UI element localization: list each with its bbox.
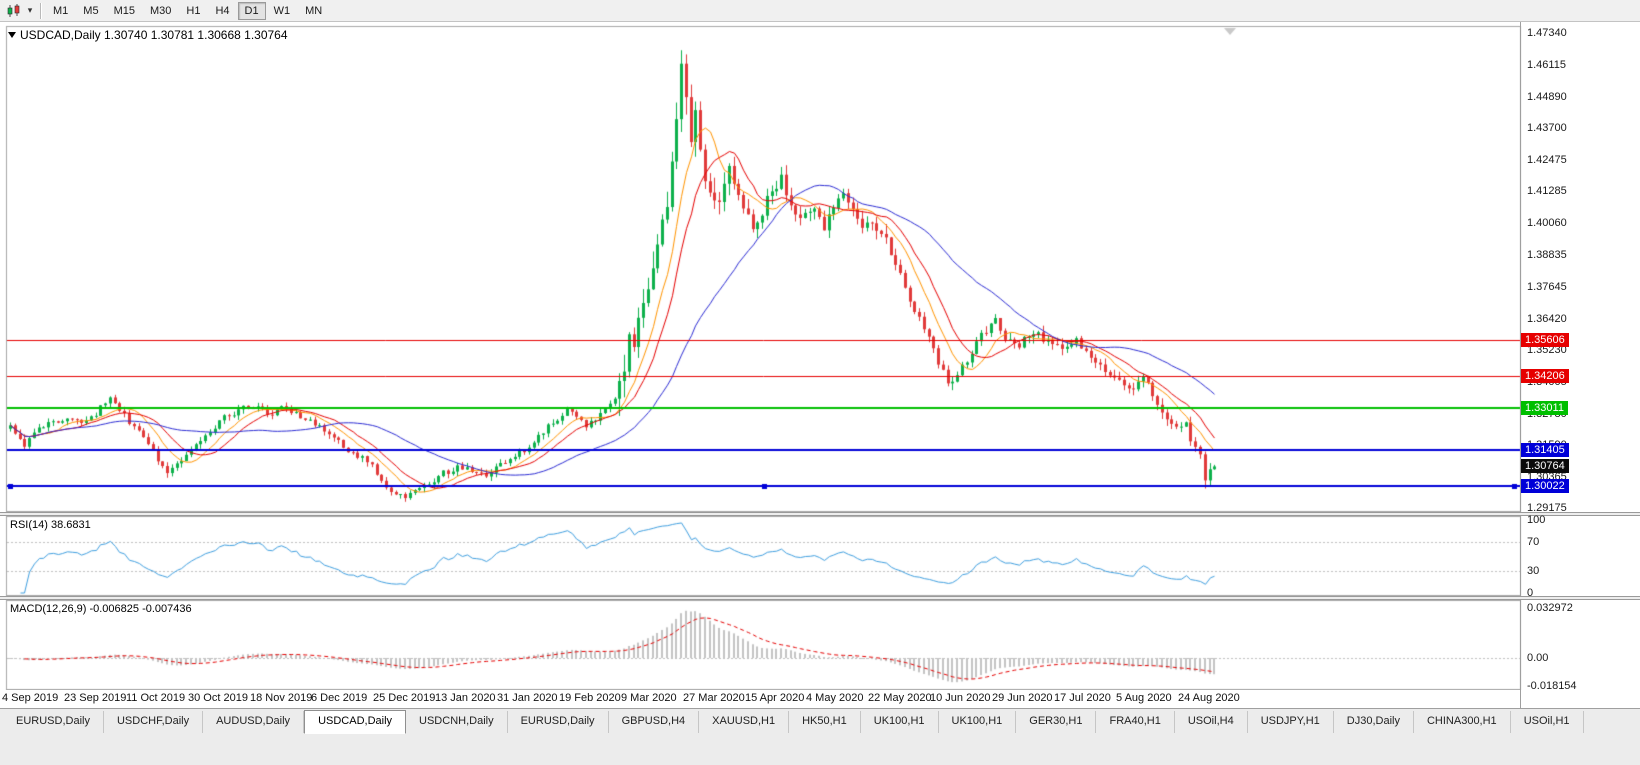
timeframe-h1[interactable]: H1 [179,2,207,20]
timeframe-m30[interactable]: M30 [143,2,178,20]
date-axis-label: 11 Oct 2019 [126,692,186,704]
tab-usdjpy-h1[interactable]: USDJPY,H1 [1248,711,1334,733]
date-axis-label: 4 Sep 2019 [2,692,59,704]
rsi-panel-canvas[interactable] [0,516,1640,596]
date-axis-label: 22 May 2020 [868,692,932,704]
date-axis-label: 4 May 2020 [806,692,864,704]
date-axis-label: 13 Jan 2020 [435,692,496,704]
timeframe-m5[interactable]: M5 [76,2,105,20]
tab-usdchf-daily[interactable]: USDCHF,Daily [104,711,204,733]
chart-window: USDCAD,Daily 1.30740 1.30781 1.30668 1.3… [0,22,1640,708]
tab-uk100-h1[interactable]: UK100,H1 [861,711,939,733]
tab-usoil-h4[interactable]: USOil,H4 [1175,711,1248,733]
date-axis-label: 6 Dec 2019 [311,692,368,704]
date-axis-label: 17 Jul 2020 [1054,692,1111,704]
date-axis-label: 30 Oct 2019 [188,692,248,704]
date-axis-label: 9 Mar 2020 [621,692,677,704]
tab-china300-h1[interactable]: CHINA300,H1 [1414,711,1511,733]
date-axis-label: 15 Apr 2020 [745,692,805,704]
timeframe-d1[interactable]: D1 [237,1,266,20]
date-axis-label: 10 Jun 2020 [930,692,991,704]
date-axis-label: 5 Aug 2020 [1116,692,1172,704]
timeframe-w1[interactable]: W1 [267,2,298,20]
price-axis-border [1520,22,1521,708]
tab-usdcad-daily[interactable]: USDCAD,Daily [304,710,407,734]
tab-eurusd-daily[interactable]: EURUSD,Daily [508,711,609,733]
panel-splitter-rsi[interactable] [0,512,1640,516]
tab-ger30-h1[interactable]: GER30,H1 [1016,711,1097,733]
timeframe-m1[interactable]: M1 [46,2,75,20]
tab-dj30-daily[interactable]: DJ30,Daily [1334,711,1414,733]
timeframe-h4[interactable]: H4 [208,2,236,20]
date-axis-label: 19 Feb 2020 [559,692,621,704]
timeframe-m15[interactable]: M15 [107,2,142,20]
tab-audusd-daily[interactable]: AUDUSD,Daily [203,711,305,733]
tab-gbpusd-h4[interactable]: GBPUSD,H4 [609,711,700,733]
date-axis-label: 29 Jun 2020 [992,692,1053,704]
date-axis-label: 23 Sep 2019 [64,692,127,704]
tab-fra40-h1[interactable]: FRA40,H1 [1096,711,1175,733]
tab-hk50-h1[interactable]: HK50,H1 [789,711,861,733]
timeframe-buttons: M1 M5 M15 M30 H1 H4 D1 W1 MN [46,1,329,20]
panel-splitter-macd[interactable] [0,596,1640,600]
tab-uk100-h1[interactable]: UK100,H1 [939,711,1017,733]
date-axis-label: 31 Jan 2020 [497,692,558,704]
tab-xauusd-h1[interactable]: XAUUSD,H1 [699,711,790,733]
date-axis-label: 25 Dec 2019 [373,692,436,704]
chevron-down-icon[interactable] [24,2,36,20]
candlestick-chart-icon[interactable] [4,2,24,20]
macd-panel-canvas[interactable] [0,600,1640,690]
tab-eurusd-daily[interactable]: EURUSD,Daily [3,711,104,733]
tab-usdcnh-daily[interactable]: USDCNH,Daily [406,711,508,733]
main-chart-canvas[interactable] [0,22,1640,512]
date-axis-label: 18 Nov 2019 [250,692,313,704]
timeframe-mn[interactable]: MN [298,2,329,20]
tab-usoil-h1[interactable]: USOil,H1 [1511,711,1584,733]
toolbar-separator [40,2,42,19]
date-axis-label: 24 Aug 2020 [1178,692,1240,704]
chart-tab-bar: EURUSD,Daily USDCHF,Daily AUDUSD,Daily USDC… [0,708,1640,765]
date-axis-label: 27 Mar 2020 [683,692,745,704]
